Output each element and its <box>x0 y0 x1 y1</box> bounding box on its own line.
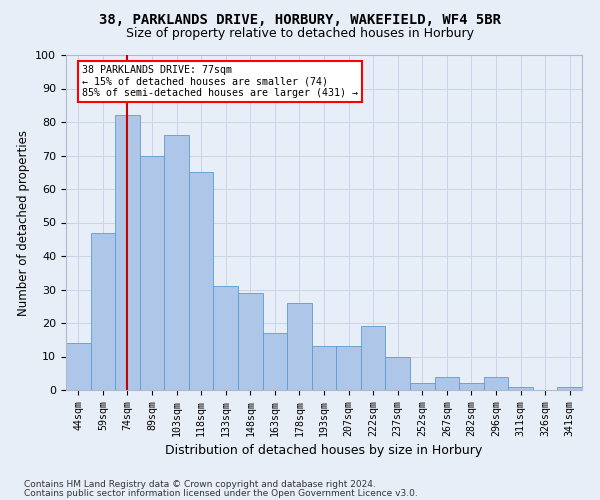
Text: 38, PARKLANDS DRIVE, HORBURY, WAKEFIELD, WF4 5BR: 38, PARKLANDS DRIVE, HORBURY, WAKEFIELD,… <box>99 12 501 26</box>
Bar <box>361 326 385 390</box>
Bar <box>140 156 164 390</box>
Bar <box>287 303 312 390</box>
Bar <box>238 293 263 390</box>
Bar <box>336 346 361 390</box>
Y-axis label: Number of detached properties: Number of detached properties <box>17 130 30 316</box>
Bar <box>312 346 336 390</box>
Bar <box>385 356 410 390</box>
Bar <box>91 232 115 390</box>
Text: Size of property relative to detached houses in Horbury: Size of property relative to detached ho… <box>126 28 474 40</box>
Bar <box>484 376 508 390</box>
Bar <box>164 136 189 390</box>
Bar <box>434 376 459 390</box>
Bar <box>66 343 91 390</box>
X-axis label: Distribution of detached houses by size in Horbury: Distribution of detached houses by size … <box>166 444 482 457</box>
Bar <box>214 286 238 390</box>
Bar <box>189 172 214 390</box>
Text: Contains public sector information licensed under the Open Government Licence v3: Contains public sector information licen… <box>24 488 418 498</box>
Bar <box>410 384 434 390</box>
Bar <box>557 386 582 390</box>
Text: 38 PARKLANDS DRIVE: 77sqm
← 15% of detached houses are smaller (74)
85% of semi-: 38 PARKLANDS DRIVE: 77sqm ← 15% of detac… <box>82 65 358 98</box>
Text: Contains HM Land Registry data © Crown copyright and database right 2024.: Contains HM Land Registry data © Crown c… <box>24 480 376 489</box>
Bar <box>115 116 140 390</box>
Bar <box>459 384 484 390</box>
Bar <box>508 386 533 390</box>
Bar <box>263 333 287 390</box>
